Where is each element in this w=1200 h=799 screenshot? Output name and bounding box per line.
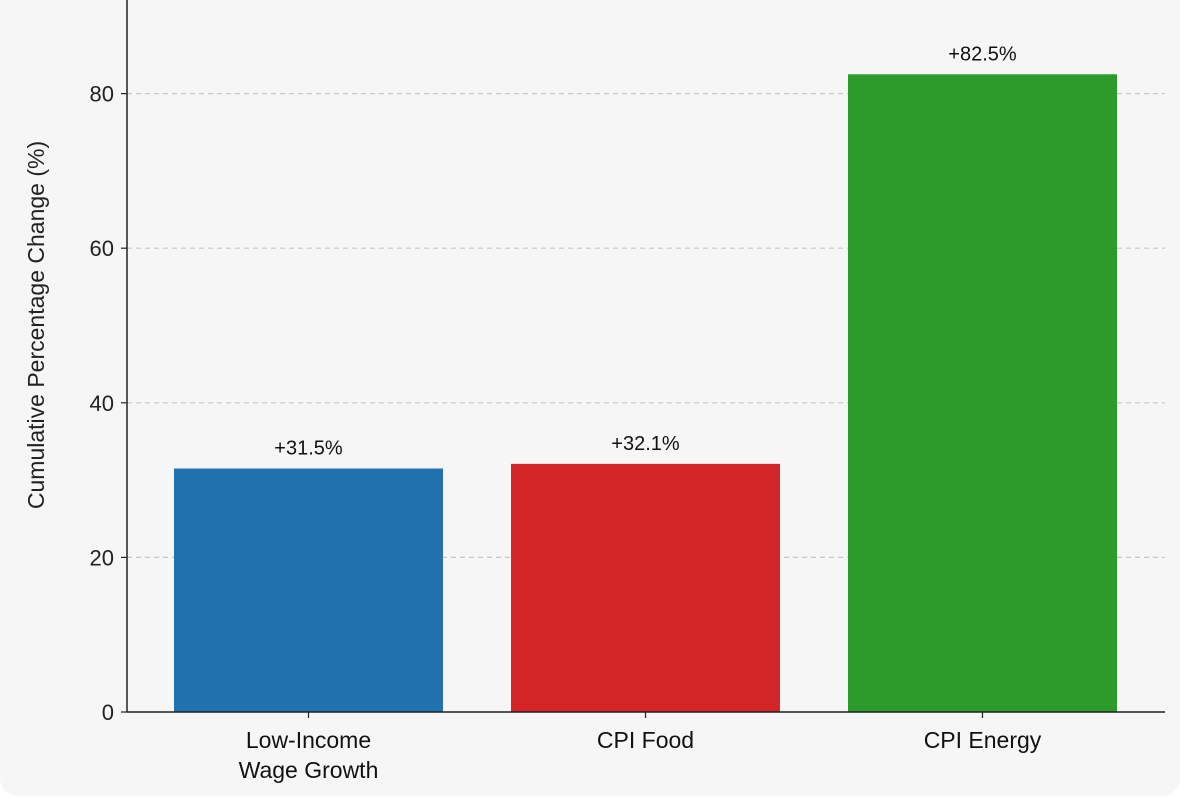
x-category-label: CPI Energy	[924, 727, 1042, 753]
y-tick-label: 20	[90, 545, 114, 570]
data-labels: +31.5% +32.1% +82.5%	[274, 43, 1017, 459]
y-tick-label: 60	[90, 236, 114, 261]
y-ticks: 0 20 40 60 80	[90, 82, 127, 725]
y-tick-label: 80	[90, 82, 114, 107]
bar	[174, 468, 443, 712]
y-axis-title: Cumulative Percentage Change (%)	[23, 141, 49, 509]
y-tick-label: 40	[90, 391, 114, 416]
x-category-labels: Low-Income Wage Growth CPI Food CPI Energy	[239, 712, 1042, 783]
bar	[848, 74, 1117, 712]
bar	[511, 463, 780, 712]
data-label: +31.5%	[274, 438, 343, 460]
data-label: +32.1%	[611, 433, 680, 455]
x-category-label: CPI Food	[597, 727, 694, 753]
x-category-label: Low-Income Wage Growth	[239, 727, 379, 783]
data-label: +82.5%	[948, 43, 1017, 65]
y-tick-label: 0	[102, 700, 114, 725]
bars	[174, 74, 1117, 712]
